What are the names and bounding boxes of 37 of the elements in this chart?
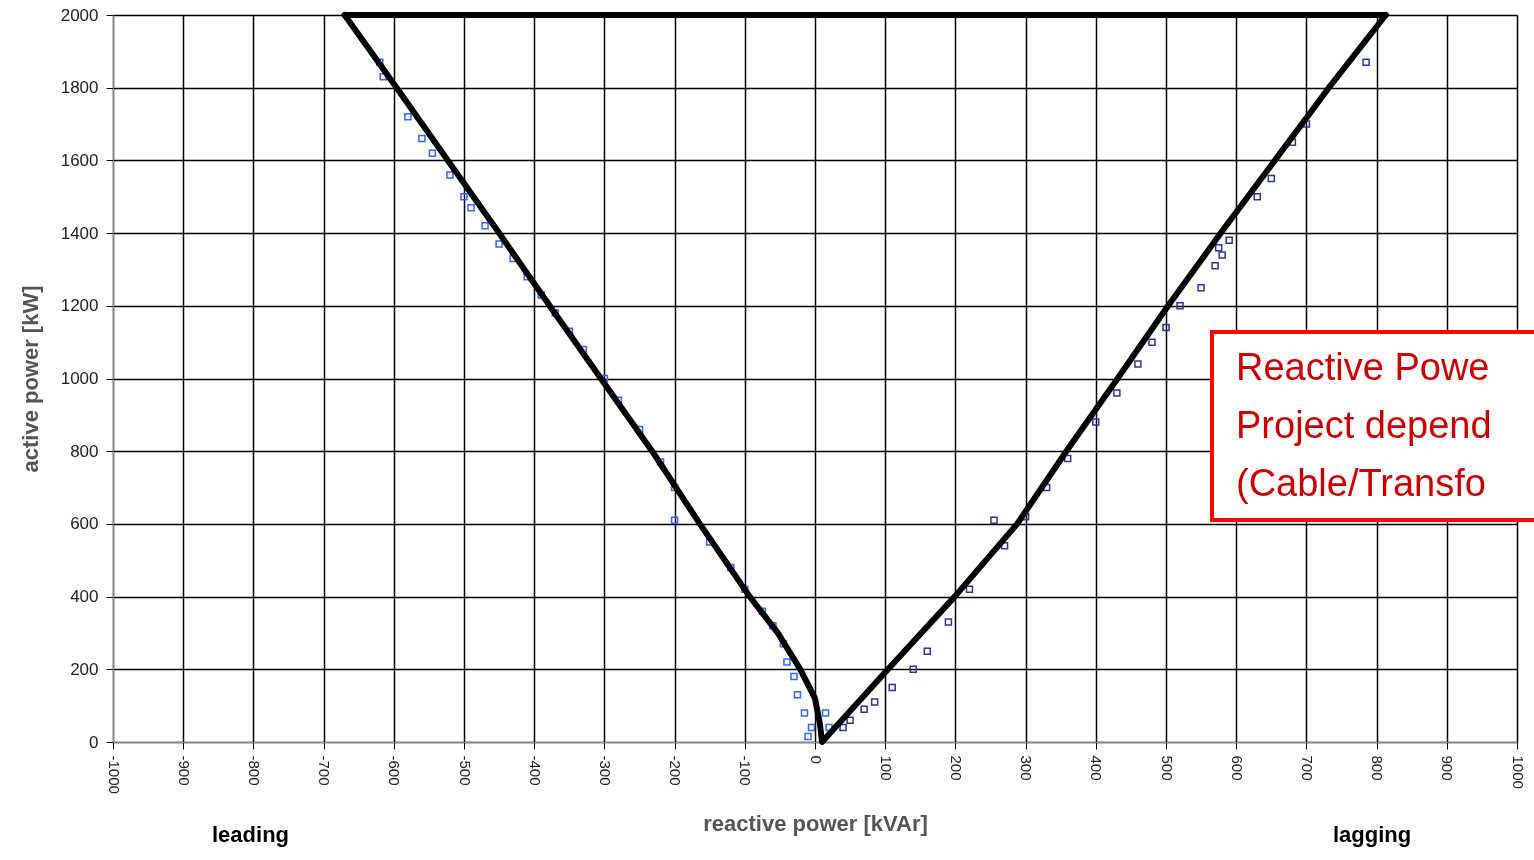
x-tick-label: -600 bbox=[386, 755, 404, 786]
note-box: Reactive Powe Project depend (Cable/Transfo bbox=[1210, 330, 1534, 522]
text: lagging bbox=[1333, 822, 1412, 848]
y-tick-label: 1400 bbox=[60, 223, 99, 243]
x-tick-label: -300 bbox=[596, 755, 614, 786]
x-tick-label: -1000 bbox=[105, 755, 123, 794]
x-tick-label: 700 bbox=[1298, 755, 1316, 781]
x-tick-label: 500 bbox=[1158, 755, 1176, 781]
y-tick-label: 600 bbox=[70, 514, 99, 534]
y-tick-label: 400 bbox=[70, 587, 99, 607]
x-tick-label: -800 bbox=[245, 755, 263, 786]
y-axis-title: active power [kW] bbox=[17, 285, 43, 473]
y-tick-label: 1200 bbox=[60, 296, 99, 316]
x-tick-label: -200 bbox=[667, 755, 685, 786]
x-tick-label: -900 bbox=[175, 755, 193, 786]
x-tick-label: -100 bbox=[737, 755, 755, 786]
x-tick-label: -500 bbox=[456, 755, 474, 786]
y-tick-label: 200 bbox=[70, 659, 99, 679]
x-axis-title: reactive power [kVAr] bbox=[703, 810, 928, 836]
x-tick-label: 300 bbox=[1018, 755, 1036, 781]
x-tick-label: 400 bbox=[1088, 755, 1106, 781]
x-tick-label: 600 bbox=[1228, 755, 1246, 781]
y-tick-label: 1000 bbox=[60, 369, 99, 388]
x-tick-label: 900 bbox=[1439, 755, 1457, 781]
y-tick-label: 0 bbox=[89, 732, 99, 752]
y-tick-label: 2000 bbox=[60, 5, 99, 25]
x-tick-label: 1000 bbox=[1509, 755, 1527, 789]
x-tick-label: 100 bbox=[877, 755, 895, 781]
y-tick-label: 1800 bbox=[60, 78, 99, 98]
x-tick-label: -700 bbox=[316, 755, 334, 786]
y-tick-label: 1600 bbox=[60, 150, 99, 170]
x-tick-label: 200 bbox=[947, 755, 965, 781]
x-tick-label: 800 bbox=[1369, 755, 1387, 781]
x-tick-label: 0 bbox=[807, 755, 825, 764]
y-tick-label: 800 bbox=[70, 441, 99, 461]
x-tick-label: -400 bbox=[526, 755, 544, 786]
text: leading bbox=[212, 822, 290, 848]
